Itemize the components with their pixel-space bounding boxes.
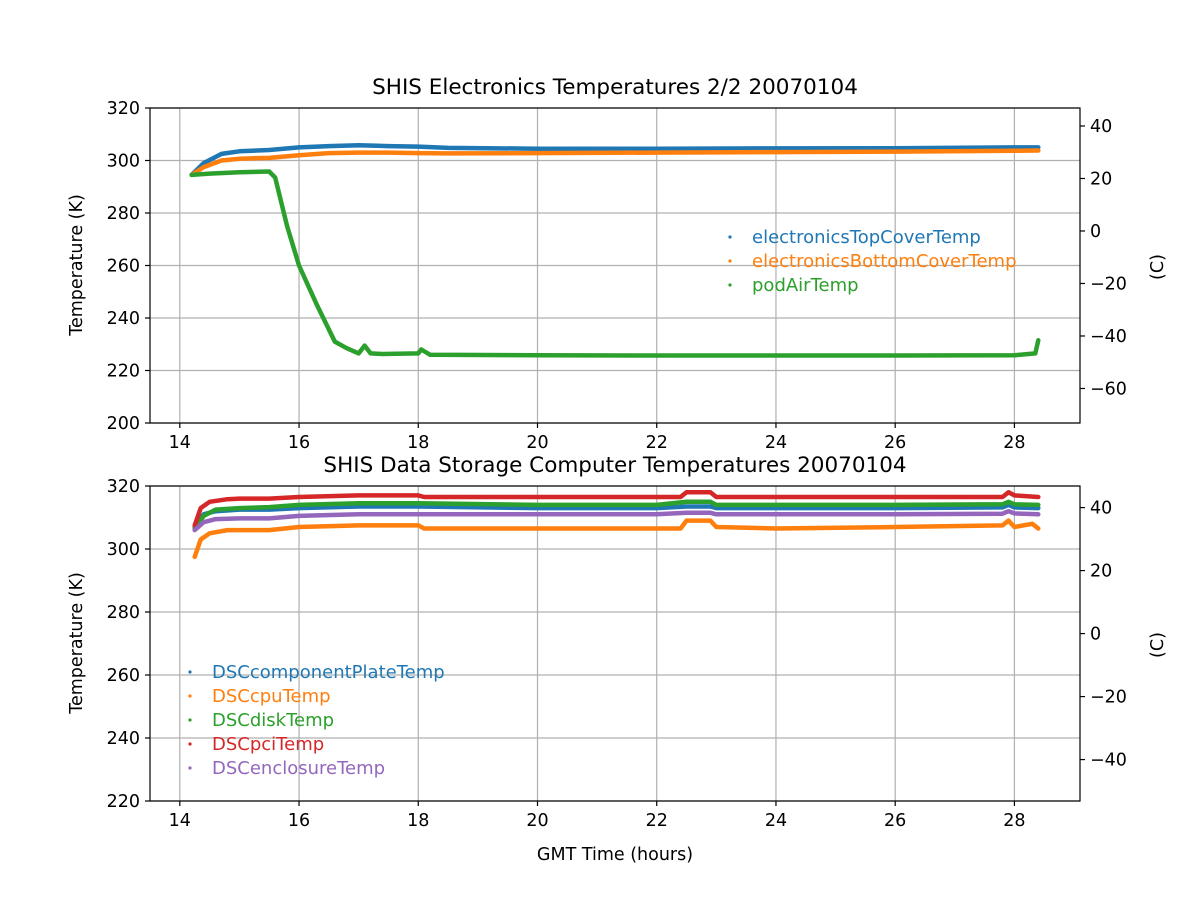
y2-tick-label: −40 bbox=[1090, 327, 1127, 347]
y-tick-label: 320 bbox=[107, 477, 140, 497]
y2-tick-label: 0 bbox=[1090, 625, 1101, 645]
chart-title: SHIS Data Storage Computer Temperatures … bbox=[323, 453, 906, 478]
legend-marker bbox=[728, 235, 732, 239]
x-tick-label: 20 bbox=[526, 433, 548, 453]
y2-tick-label: −20 bbox=[1090, 274, 1127, 294]
x-axis-label: GMT Time (hours) bbox=[537, 845, 693, 865]
y2-tick-label: −60 bbox=[1090, 379, 1127, 399]
x-tick-label: 24 bbox=[765, 433, 787, 453]
y-tick-label: 300 bbox=[107, 152, 140, 172]
y2-tick-label: −20 bbox=[1090, 688, 1127, 708]
legend: DSCcomponentPlateTemp DSCcpuTemp DSCdiskTe… bbox=[188, 662, 445, 779]
y2-tick-label: 20 bbox=[1090, 562, 1112, 582]
y-tick-label: 220 bbox=[107, 792, 140, 812]
x-tick-label: 16 bbox=[288, 811, 310, 831]
legend-label: DSCenclosureTemp bbox=[212, 758, 385, 779]
x-tick-label: 24 bbox=[765, 811, 787, 831]
legend-marker bbox=[728, 283, 732, 287]
electronics-temperature-panel: SHIS Electronics Temperatures 2/2 200701… bbox=[67, 75, 1168, 453]
y-tick-label: 280 bbox=[107, 603, 140, 623]
x-tick-label: 28 bbox=[1003, 433, 1025, 453]
y-axis-label: Temperature (K) bbox=[67, 572, 87, 715]
x-tick-label: 20 bbox=[526, 811, 548, 831]
y-tick-label: 240 bbox=[107, 309, 140, 329]
legend-marker bbox=[188, 718, 192, 722]
y-tick-label: 220 bbox=[107, 362, 140, 382]
legend-label: DSCcpuTemp bbox=[212, 686, 331, 707]
legend-marker bbox=[188, 694, 192, 698]
y2-axis-label: (C) bbox=[1148, 632, 1168, 658]
series-line-electronicsBottomCoverTemp bbox=[189, 148, 1041, 178]
legend-label: DSCdiskTemp bbox=[212, 710, 334, 731]
y2-axis-label: (C) bbox=[1148, 254, 1168, 280]
x-tick-label: 26 bbox=[884, 433, 906, 453]
y-tick-label: 200 bbox=[107, 414, 140, 434]
legend-marker bbox=[188, 670, 192, 674]
chart-title: SHIS Electronics Temperatures 2/2 200701… bbox=[372, 75, 858, 100]
legend-label: podAirTemp bbox=[752, 275, 859, 296]
y-tick-label: 240 bbox=[107, 729, 140, 749]
legend-label: DSCcomponentPlateTemp bbox=[212, 662, 445, 683]
series-line-DSCdiskTemp bbox=[192, 499, 1041, 531]
legend-marker bbox=[728, 259, 732, 263]
y2-tick-label: 40 bbox=[1090, 499, 1112, 519]
y-tick-label: 260 bbox=[107, 666, 140, 686]
legend-marker bbox=[188, 766, 192, 770]
y-tick-label: 260 bbox=[107, 257, 140, 277]
series-line-electronicsTopCoverTemp bbox=[189, 143, 1041, 178]
y2-tick-label: 20 bbox=[1090, 169, 1112, 189]
legend-label: electronicsBottomCoverTemp bbox=[752, 251, 1017, 272]
series-line-DSCpciTemp bbox=[192, 490, 1041, 528]
legend-label: DSCpciTemp bbox=[212, 734, 324, 755]
x-tick-label: 26 bbox=[884, 811, 906, 831]
legend-label: electronicsTopCoverTemp bbox=[752, 227, 981, 248]
x-tick-label: 14 bbox=[169, 811, 191, 831]
y2-tick-label: 40 bbox=[1090, 117, 1112, 137]
x-tick-label: 22 bbox=[646, 811, 668, 831]
plot-frame bbox=[149, 485, 1081, 802]
x-tick-label: 18 bbox=[407, 433, 429, 453]
y2-tick-label: −40 bbox=[1090, 751, 1127, 771]
legend-marker bbox=[188, 742, 192, 746]
series-line-podAirTemp bbox=[189, 169, 1041, 358]
x-tick-label: 22 bbox=[646, 433, 668, 453]
legend: electronicsTopCoverTemp electronicsBottom… bbox=[728, 227, 1017, 296]
series-line-DSCcpuTemp bbox=[192, 518, 1041, 560]
y-tick-label: 280 bbox=[107, 204, 140, 224]
y2-tick-label: 0 bbox=[1090, 222, 1101, 242]
data-storage-computer-temperature-panel: SHIS Data Storage Computer Temperatures … bbox=[67, 453, 1168, 865]
x-tick-label: 18 bbox=[407, 811, 429, 831]
series-line-DSCenclosureTemp bbox=[192, 508, 1041, 533]
y-tick-label: 300 bbox=[107, 540, 140, 560]
x-tick-label: 28 bbox=[1003, 811, 1025, 831]
x-tick-label: 16 bbox=[288, 433, 310, 453]
y-axis-label: Temperature (K) bbox=[67, 194, 87, 337]
y-tick-label: 320 bbox=[107, 99, 140, 119]
x-tick-label: 14 bbox=[169, 433, 191, 453]
